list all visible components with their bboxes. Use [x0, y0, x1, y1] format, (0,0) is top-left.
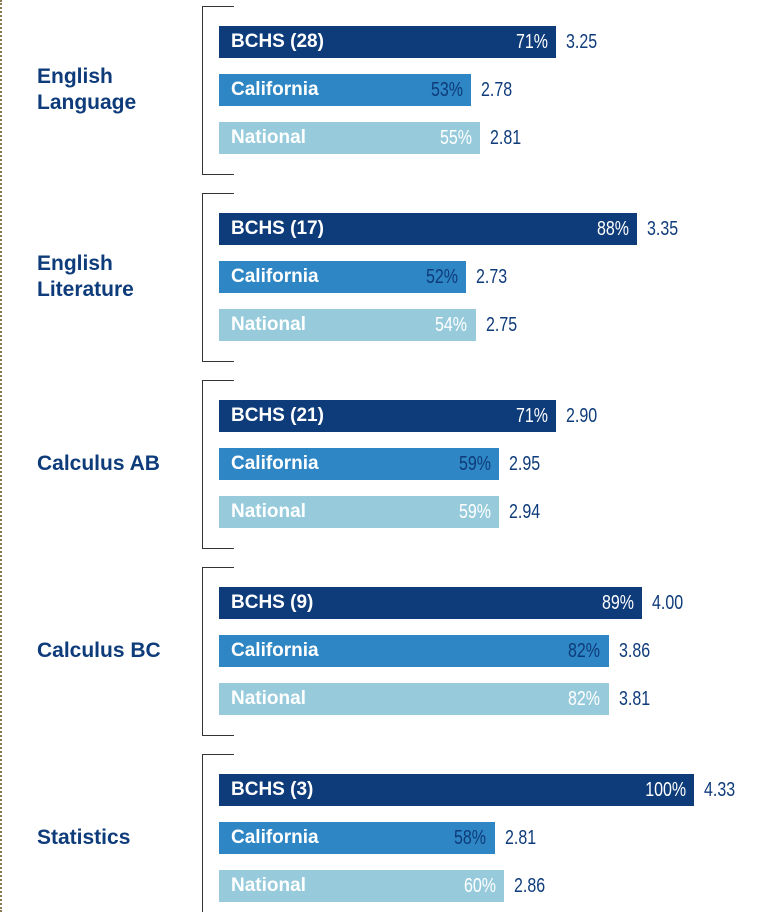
value-label: 59%	[459, 501, 492, 523]
bracket	[202, 380, 234, 381]
bar: National 59%	[219, 496, 500, 528]
score-label: 3.81	[618, 688, 650, 710]
value-label: 58%	[454, 827, 487, 849]
score-label: 2.94	[509, 501, 541, 523]
score-label: 2.86	[514, 875, 546, 897]
bracket	[202, 380, 203, 548]
bar: BCHS (21) 71%	[219, 400, 557, 432]
bar-name: BCHS (3)	[231, 779, 314, 800]
value-label: 55%	[440, 127, 473, 149]
bar-name: California	[231, 640, 319, 661]
value-label: 89%	[601, 592, 634, 614]
bar: California 53%	[219, 74, 471, 106]
bar: National 54%	[219, 309, 476, 341]
bracket	[202, 567, 234, 568]
bar: California 58%	[219, 822, 495, 854]
score-label: 2.81	[504, 827, 536, 849]
value-label: 52%	[425, 266, 458, 288]
bar: California 59%	[219, 448, 500, 480]
bracket	[202, 193, 203, 361]
bar-name: National	[231, 875, 306, 896]
bracket	[202, 6, 203, 174]
bracket	[202, 548, 234, 549]
bar-name: National	[231, 688, 306, 709]
score-label: 2.78	[480, 79, 512, 101]
bar-name: National	[231, 127, 306, 148]
bar-name: BCHS (9)	[231, 592, 314, 613]
category-label: Calculus BC	[37, 639, 161, 662]
bar: California 82%	[219, 635, 609, 667]
bar: BCHS (17) 88%	[219, 213, 637, 245]
bar-name: California	[231, 266, 319, 287]
bracket	[202, 754, 203, 912]
bar: National 82%	[219, 683, 609, 715]
score-label: 4.00	[651, 592, 683, 614]
value-label: 82%	[568, 688, 601, 710]
bar-name: BCHS (21)	[231, 405, 324, 426]
bracket	[202, 567, 203, 735]
bar: National 55%	[219, 122, 481, 154]
bar-name: National	[231, 314, 306, 335]
bar: California 52%	[219, 261, 466, 293]
score-label: 2.81	[490, 127, 522, 149]
score-label: 3.35	[647, 218, 679, 240]
bar-name: California	[231, 827, 319, 848]
value-label: 53%	[430, 79, 463, 101]
category-label: English Language	[37, 65, 137, 114]
bar-name: National	[231, 501, 306, 522]
value-label: 88%	[596, 218, 629, 240]
bracket	[202, 361, 234, 362]
bar: BCHS (3) 100%	[219, 774, 694, 806]
value-label: 100%	[645, 779, 686, 801]
score-label: 4.33	[704, 779, 736, 801]
value-label: 59%	[459, 453, 492, 475]
value-label: 60%	[463, 875, 496, 897]
bracket	[202, 754, 234, 755]
value-label: 54%	[435, 314, 468, 336]
bracket	[202, 174, 234, 175]
bar: BCHS (9) 89%	[219, 587, 642, 619]
score-label: 2.95	[509, 453, 541, 475]
bar-name: California	[231, 453, 319, 474]
category-label: Statistics	[37, 826, 131, 849]
bar: National 60%	[219, 870, 504, 902]
score-label: 2.73	[476, 266, 508, 288]
score-label: 2.75	[485, 314, 517, 336]
bracket	[202, 193, 234, 194]
bar-name: BCHS (17)	[231, 218, 324, 239]
bar-name: BCHS (28)	[231, 31, 324, 52]
bracket	[202, 6, 234, 7]
category-label: English Literature	[37, 252, 134, 301]
category-label: Calculus AB	[37, 452, 160, 475]
value-label: 71%	[516, 405, 549, 427]
score-label: 3.86	[618, 640, 650, 662]
value-label: 82%	[568, 640, 601, 662]
score-label: 3.25	[566, 31, 598, 53]
value-label: 71%	[516, 31, 549, 53]
bar-name: California	[231, 79, 319, 100]
score-label: 2.90	[566, 405, 598, 427]
bar: BCHS (28) 71%	[219, 26, 557, 58]
bracket	[202, 735, 234, 736]
